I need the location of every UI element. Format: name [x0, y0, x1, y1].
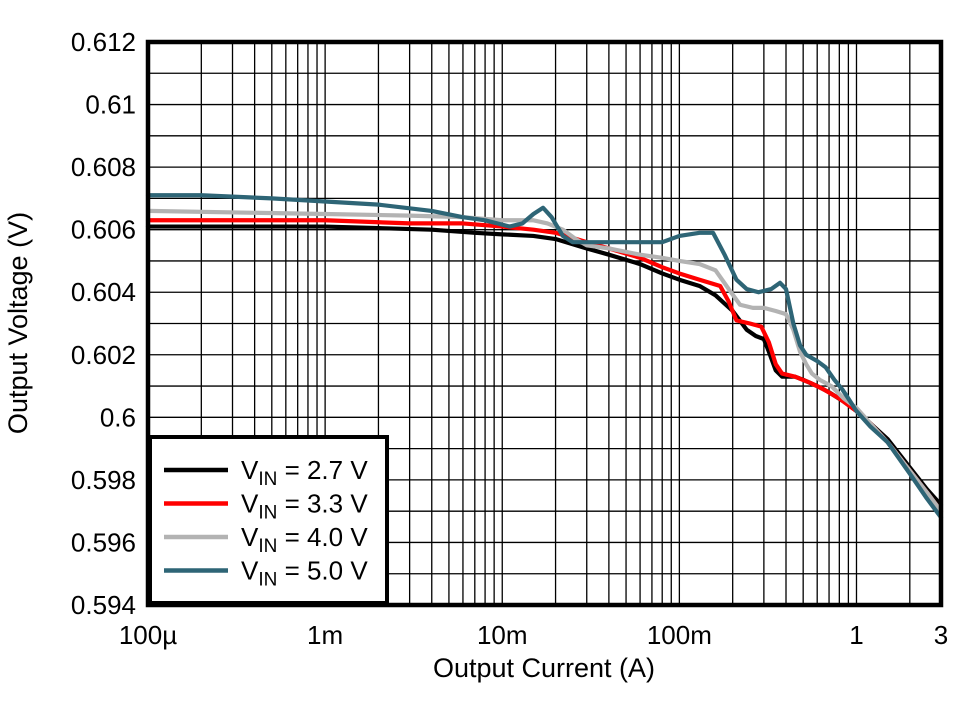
- x-tick-label: 1: [849, 620, 863, 650]
- y-tick-label: 0.608: [71, 152, 136, 182]
- y-tick-label: 0.598: [71, 465, 136, 495]
- series-line-5.0: [145, 193, 944, 520]
- legend-label: VIN = 3.3 V: [241, 489, 368, 524]
- tick-labels: 0.594 0.596 0.598 0.6 0.602 0.604 0.606 0.608 0.…: [71, 27, 948, 650]
- y-tick-label: 0.602: [71, 340, 136, 370]
- y-tick-label: 0.612: [71, 27, 136, 57]
- plot-border: [145, 39, 944, 608]
- y-tick-label: 0.596: [71, 527, 136, 557]
- y-tick-label: 0.604: [71, 277, 136, 307]
- y-tick-label: 0.594: [71, 590, 136, 620]
- x-tick-label: 1m: [307, 620, 343, 650]
- y-tick-label: 0.6: [100, 402, 136, 432]
- legend-label: VIN = 2.7 V: [241, 455, 368, 490]
- x-tick-label: 3: [934, 620, 948, 650]
- legend-label: VIN = 5.0 V: [241, 556, 368, 591]
- y-axis-title: Output Voltage (V): [3, 212, 33, 434]
- legend-label: VIN = 4.0 V: [241, 522, 368, 557]
- grid-layer: [148, 42, 941, 605]
- x-axis-title: Output Current (A): [433, 653, 655, 683]
- x-tick-label: 100m: [647, 620, 712, 650]
- x-tick-label: 10m: [477, 620, 528, 650]
- y-tick-label: 0.606: [71, 215, 136, 245]
- legend-box: [148, 435, 389, 605]
- x-tick-label: 100µ: [119, 620, 177, 650]
- series-layer: [145, 193, 944, 520]
- y-tick-label: 0.61: [85, 90, 136, 120]
